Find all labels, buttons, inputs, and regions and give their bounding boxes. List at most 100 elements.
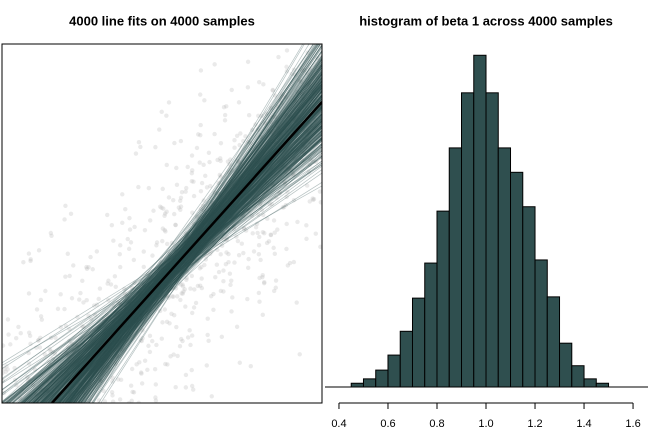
fit-line (73, 100, 322, 403)
sample-point (182, 287, 187, 292)
sample-point (222, 118, 228, 123)
sample-point (194, 258, 200, 264)
fit-line (2, 162, 322, 403)
sample-point (50, 378, 55, 383)
sample-point (211, 291, 216, 297)
sample-point (271, 10, 275, 14)
sample-point (15, 405, 19, 409)
sample-point (218, 156, 223, 161)
sample-point (207, 251, 213, 257)
sample-point (27, 333, 33, 339)
sample-point (153, 395, 158, 400)
fit-line (27, 120, 322, 403)
sample-point (64, 369, 70, 375)
fit-line (58, 104, 322, 403)
fit-line (32, 116, 322, 403)
sample-point (272, 140, 278, 145)
fit-line (57, 124, 322, 403)
sample-point (125, 236, 130, 242)
sample-point (172, 312, 177, 318)
sample-point (286, 166, 291, 171)
fit-line (30, 124, 322, 403)
fit-line (83, 44, 321, 403)
sample-point (278, 132, 283, 137)
fit-line (91, 44, 305, 403)
sample-point (160, 186, 165, 192)
sample-point (50, 356, 56, 362)
sample-point (284, 128, 289, 133)
sample-point (280, 162, 285, 168)
sample-point (26, 251, 32, 256)
sample-point (189, 153, 195, 158)
sample-point (157, 293, 162, 298)
sample-point (92, 412, 96, 416)
sample-point (282, 181, 288, 186)
fit-line (2, 169, 322, 402)
sample-point (272, 128, 278, 134)
fit-line (67, 62, 322, 403)
sample-point (59, 428, 63, 432)
fit-line (18, 124, 322, 403)
sample-point (33, 429, 37, 432)
sample-point (175, 294, 180, 299)
fit-line (74, 44, 322, 403)
sample-point (313, 37, 317, 41)
sample-point (96, 296, 101, 302)
sample-point (165, 293, 170, 299)
sample-point (270, 183, 275, 188)
sample-point (313, 117, 318, 123)
fit-line (2, 165, 322, 403)
bar (583, 378, 597, 388)
bar (362, 378, 377, 388)
fit-line (34, 102, 322, 403)
chart-title: histogram of beta 1 across 4000 samples (359, 13, 613, 28)
sample-point (298, 79, 304, 84)
sample-point (274, 140, 279, 146)
sample-point (118, 243, 123, 248)
sample-point (54, 373, 59, 378)
fit-line (59, 63, 322, 403)
fit-line (61, 94, 322, 403)
fit-line (88, 49, 322, 403)
sample-point (256, 79, 262, 85)
fit-line (63, 87, 322, 403)
fit-line (87, 81, 322, 403)
fit-line (19, 133, 322, 403)
fit-line (92, 68, 322, 403)
fit-line (39, 110, 322, 403)
bar (399, 330, 413, 388)
sample-point (260, 272, 265, 278)
sample-point (207, 159, 212, 165)
fit-line (35, 146, 322, 403)
fit-line (6, 149, 322, 403)
fit-line (43, 144, 322, 403)
sample-point (100, 339, 106, 344)
fit-line (56, 80, 322, 403)
sample-point (179, 291, 184, 296)
sample-point (106, 297, 111, 303)
sample-point (102, 409, 106, 413)
sample-point (212, 62, 217, 67)
sample-point (279, 100, 284, 106)
sample-point (241, 138, 246, 144)
sample-point (128, 240, 134, 245)
sample-point (235, 238, 241, 244)
sample-point (282, 166, 288, 171)
sample-point (203, 217, 208, 222)
fit-line (76, 58, 322, 403)
sample-point (109, 390, 115, 395)
fit-line (21, 120, 322, 403)
sample-point (194, 145, 200, 151)
sample-point (154, 342, 159, 348)
fit-line (55, 63, 322, 403)
sample-point (48, 335, 54, 340)
sample-point (162, 211, 168, 216)
sample-point (258, 257, 263, 263)
sample-point (229, 167, 235, 173)
fit-line (28, 136, 322, 403)
fit-line (36, 112, 322, 403)
fit-line (55, 120, 322, 403)
sample-point (6, 423, 10, 427)
sample-point (302, 145, 308, 150)
sample-point (71, 263, 76, 268)
